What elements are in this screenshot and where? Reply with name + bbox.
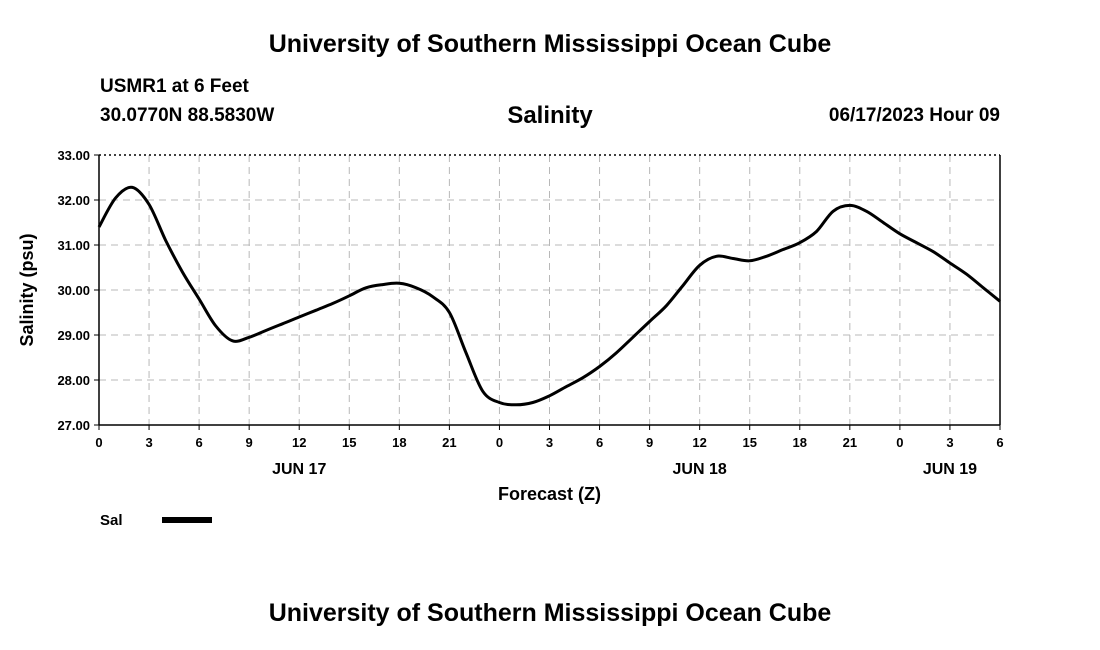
x-tick-label: 15 [342,435,356,450]
day-label: JUN 19 [923,461,977,478]
station-label: USMR1 at 6 Feet [100,76,249,97]
coordinates-label: 30.0770N 88.5830W [100,105,275,126]
chart-title: Salinity [507,102,593,129]
axis-labels: JUN 17 JUN 18 JUN 19 Forecast (Z) Salinity (… [17,233,977,504]
x-tick-label: 3 [145,435,152,450]
x-tick-label: 18 [392,435,406,450]
x-tick-label: 0 [496,435,503,450]
y-tick-label: 33.00 [57,148,90,163]
x-tick-label: 15 [742,435,756,450]
x-tick-label: 0 [95,435,102,450]
x-tick-label: 9 [646,435,653,450]
series-layer [97,185,1001,407]
x-tick-label: 6 [596,435,603,450]
x-tick-label: 6 [195,435,202,450]
footer-title: University of Southern Mississippi Ocean… [268,599,832,627]
day-label: JUN 18 [673,461,727,478]
y-axis-label: Salinity (psu) [17,233,37,346]
x-tick-label: 3 [946,435,953,450]
grid [99,155,1000,425]
y-tick-label: 27.00 [57,418,90,433]
x-tick-label: 3 [546,435,553,450]
axes: 0 3 6 9 12 15 18 21 0 3 6 9 12 15 18 21 0 3 6 27.00 28.00 29.… [57,148,1003,450]
run-time-label: 06/17/2023 Hour 09 [828,105,1000,126]
page-title: University of Southern Mississippi Ocean… [268,30,832,58]
legend-label: Sal [100,512,123,529]
x-tick-label: 12 [692,435,706,450]
legend: Sal [100,512,212,529]
day-label: JUN 17 [272,461,326,478]
x-tick-label: 0 [896,435,903,450]
y-tick-label: 29.00 [57,328,90,343]
y-tick-label: 30.00 [57,283,90,298]
x-tick-label: 6 [996,435,1003,450]
y-tick-label: 32.00 [57,193,90,208]
x-tick-label: 18 [793,435,807,450]
x-tick-label: 9 [246,435,253,450]
x-axis-label: Forecast (Z) [498,484,601,504]
x-tick-label: 12 [292,435,306,450]
x-tick-label: 21 [442,435,456,450]
series-line-sal [97,185,1001,407]
y-tick-label: 28.00 [57,373,90,388]
x-tick-label: 21 [843,435,857,450]
y-tick-label: 31.00 [57,238,90,253]
